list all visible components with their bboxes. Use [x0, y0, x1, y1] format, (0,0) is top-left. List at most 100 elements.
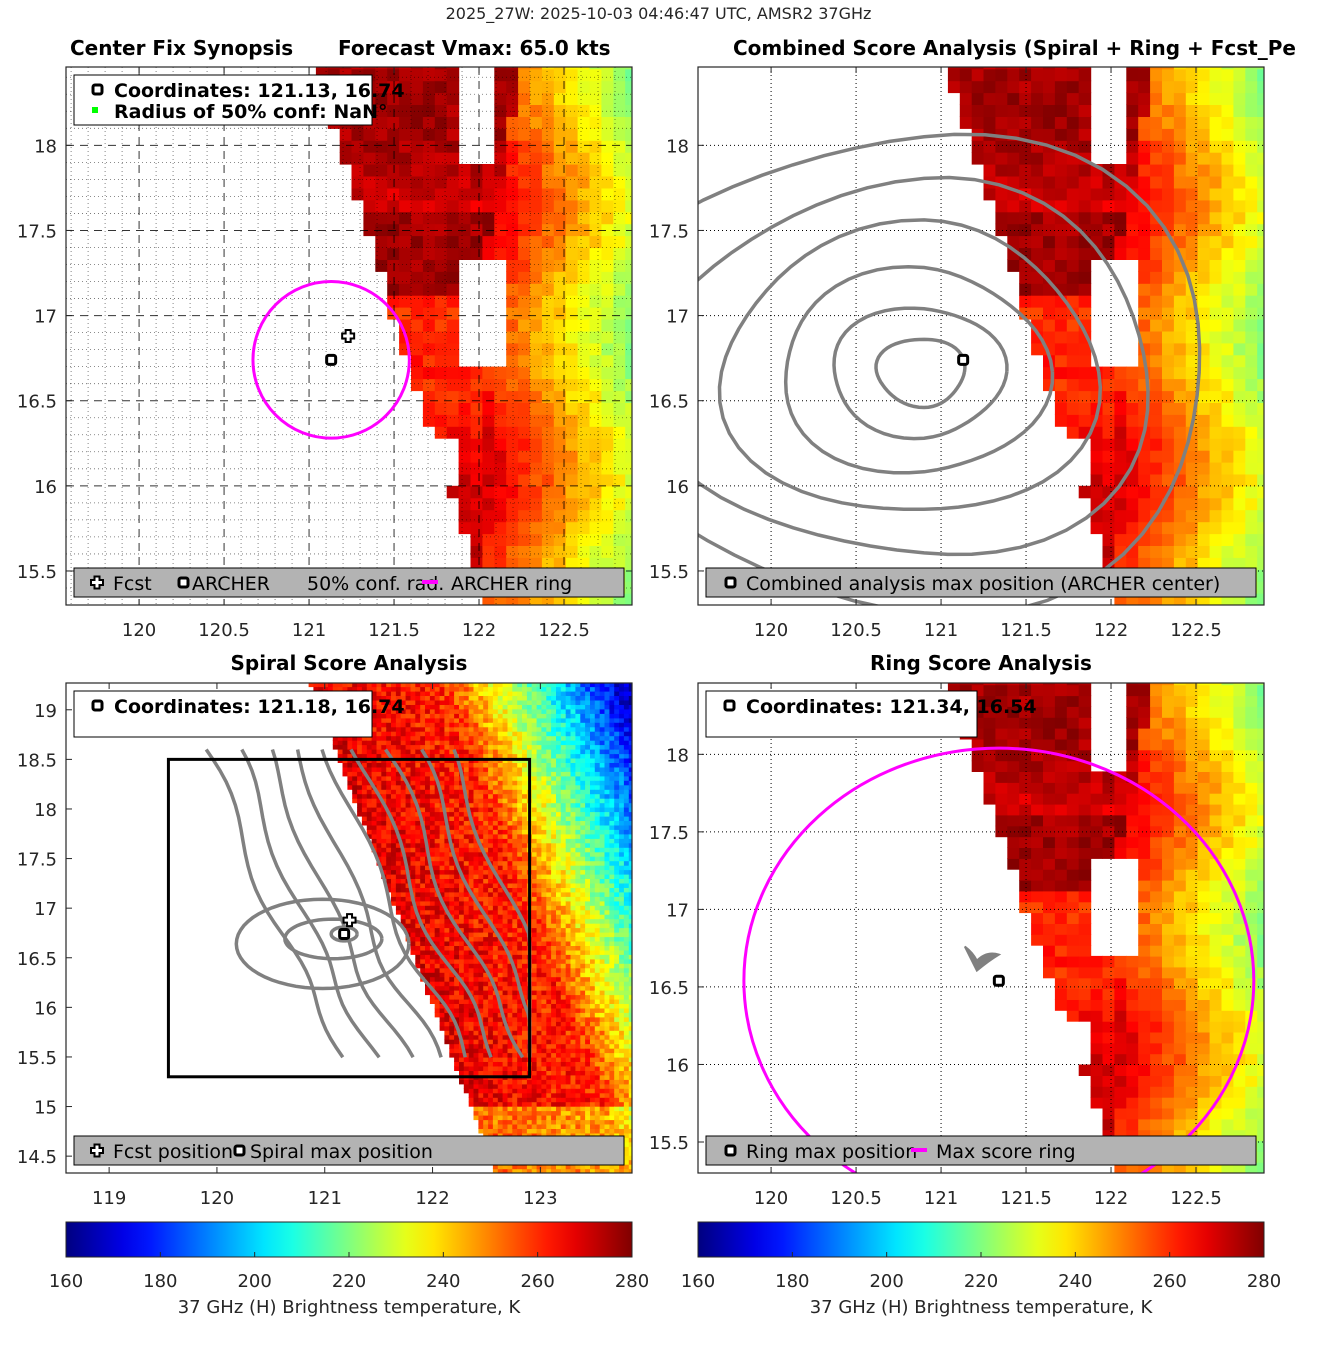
tb-cell — [488, 683, 494, 688]
tb-cell — [494, 557, 507, 570]
tb-cell — [613, 247, 626, 260]
tb-cell — [1233, 521, 1246, 535]
tb-cell — [601, 390, 614, 403]
tb-cell — [361, 766, 368, 772]
tb-cell — [434, 905, 441, 911]
tb-cell — [391, 833, 397, 839]
tb-cell — [1162, 557, 1175, 570]
tb-cell — [459, 972, 465, 978]
tb-cell — [1221, 342, 1234, 356]
tb-cell — [625, 295, 632, 308]
tb-cell — [463, 1034, 470, 1040]
tb-cell — [517, 856, 523, 862]
tb-cell — [425, 869, 431, 875]
tb-cell — [458, 247, 472, 260]
tb-cell — [1209, 485, 1223, 499]
tb-cell — [449, 905, 455, 911]
tb-cell — [400, 833, 407, 839]
tb-cell — [488, 815, 494, 821]
tb-cell — [488, 780, 494, 786]
tb-cell — [468, 695, 475, 701]
tb-cell — [530, 104, 543, 117]
tb-cell — [473, 1110, 479, 1116]
tb-cell — [446, 67, 460, 70]
tb-cell — [422, 295, 436, 308]
tb-cell — [411, 104, 424, 117]
tb-cell — [410, 713, 416, 719]
tb-cell — [1138, 259, 1151, 272]
tb-cell — [478, 1034, 484, 1040]
tb-cell — [415, 918, 421, 924]
tb-cell — [507, 981, 513, 987]
tb-cell — [1245, 307, 1258, 320]
tb-cell — [512, 909, 518, 915]
tb-cell — [531, 753, 538, 759]
tb-cell — [410, 905, 416, 911]
tb-cell — [522, 815, 528, 821]
tb-cell — [971, 140, 985, 153]
tb-cell — [425, 820, 431, 826]
tb-cell — [517, 896, 523, 902]
tb-cell — [589, 366, 602, 380]
tb-cell — [387, 80, 400, 94]
tb-cell — [517, 878, 523, 884]
tb-cell — [444, 878, 450, 884]
tb-cell — [468, 958, 475, 964]
tb-cell — [1173, 390, 1187, 403]
tb-cell — [410, 722, 416, 728]
tb-cell — [983, 80, 996, 94]
tb-cell — [429, 735, 436, 741]
tb-cell — [425, 887, 431, 893]
tb-cell — [1209, 354, 1223, 368]
tb-cell — [536, 1034, 543, 1040]
tb-cell — [507, 842, 513, 848]
tb-cell — [1185, 164, 1199, 177]
tb-cell — [463, 753, 470, 759]
tb-cell — [449, 882, 455, 888]
tb-cell — [444, 704, 450, 710]
tb-cell — [512, 981, 518, 987]
tb-cell — [522, 820, 528, 826]
tb-cell — [468, 1070, 475, 1076]
tb-cell — [959, 68, 973, 82]
tb-cell — [454, 954, 460, 960]
tb-cell — [1031, 307, 1044, 320]
tb-cell — [449, 909, 455, 915]
tb-cell — [553, 235, 567, 249]
tb-cell — [415, 820, 421, 826]
tb-cell — [459, 945, 465, 951]
tb-cell — [444, 918, 450, 924]
tb-cell — [449, 1025, 455, 1031]
tb-cell — [434, 722, 441, 728]
tb-cell — [492, 686, 499, 692]
tb-cell — [347, 784, 353, 790]
tb-cell — [613, 330, 626, 344]
tb-cell — [507, 749, 513, 755]
tb-cell — [395, 815, 402, 821]
tb-cell — [502, 1106, 509, 1112]
tb-cell — [478, 1030, 484, 1036]
tb-cell — [459, 891, 465, 897]
tb-cell — [613, 176, 626, 189]
tb-cell — [488, 914, 494, 920]
tb-cell — [478, 1039, 484, 1045]
tb-cell — [506, 152, 519, 165]
tb-cell — [420, 860, 426, 866]
tb-cell — [405, 704, 412, 710]
tb-cell — [357, 749, 363, 755]
tb-cell — [565, 68, 579, 82]
tb-cell — [429, 923, 436, 929]
tb-cell — [439, 860, 446, 866]
tb-cell — [512, 784, 518, 790]
tb-cell — [399, 68, 412, 82]
tb-cell — [625, 164, 632, 177]
tb-cell — [425, 726, 431, 732]
tb-cell — [444, 717, 450, 723]
tb-cell — [522, 1115, 528, 1121]
tb-cell — [449, 838, 455, 844]
tb-cell — [449, 981, 455, 987]
tb-cell — [497, 994, 504, 1000]
tb-cell — [512, 793, 518, 799]
tb-cell — [415, 842, 421, 848]
tb-cell — [1043, 235, 1056, 249]
